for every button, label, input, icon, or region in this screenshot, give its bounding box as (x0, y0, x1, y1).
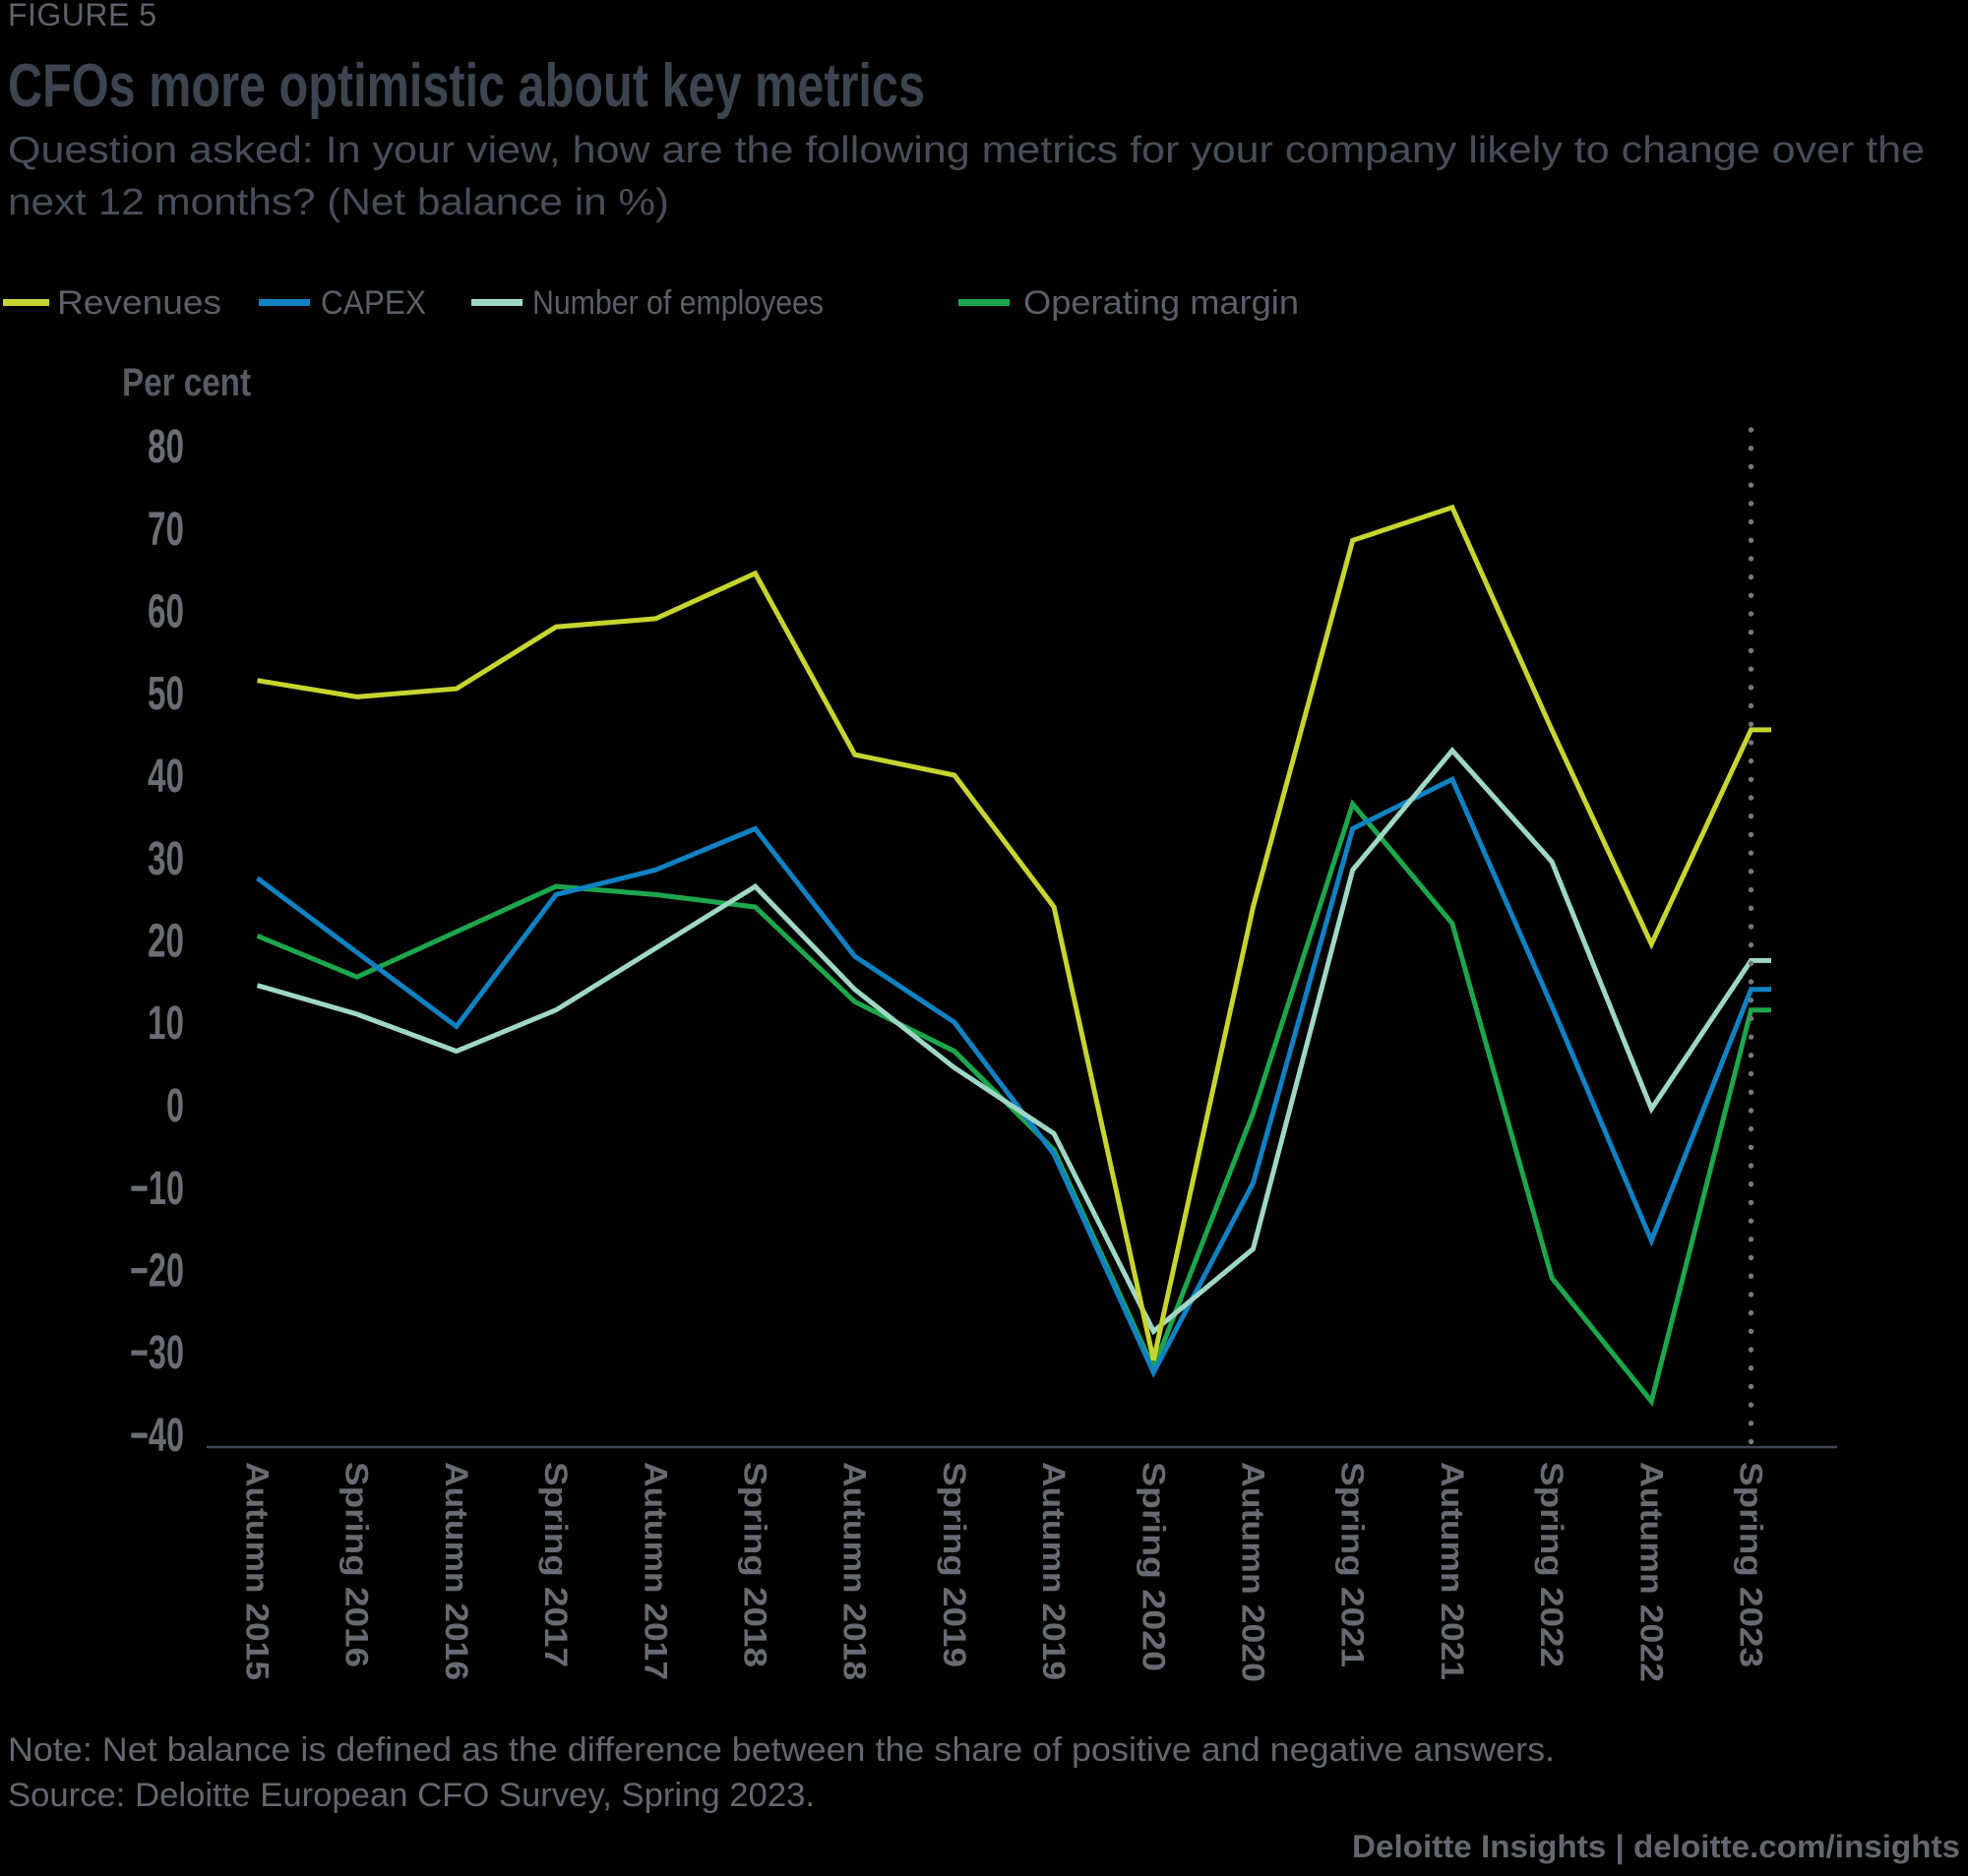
svg-text:next 12 months? (Net balance i: next 12 months? (Net balance in %) (8, 182, 669, 223)
svg-text:0: 0 (166, 1080, 184, 1132)
svg-text:Spring 2018: Spring 2018 (738, 1462, 773, 1667)
svg-text:Source: Deloitte European CFO: Source: Deloitte European CFO Survey, Sp… (8, 1777, 815, 1814)
svg-text:Deloitte Insights | deloitte.c: Deloitte Insights | deloitte.com/insight… (1352, 1829, 1960, 1864)
svg-text:Spring 2021: Spring 2021 (1335, 1462, 1371, 1667)
svg-text:80: 80 (148, 421, 184, 473)
svg-text:Autumn 2022: Autumn 2022 (1633, 1462, 1669, 1682)
svg-text:Autumn 2021: Autumn 2021 (1435, 1462, 1470, 1680)
svg-text:Spring 2016: Spring 2016 (339, 1462, 375, 1667)
svg-text:CFOs more optimistic about key: CFOs more optimistic about key metrics (8, 52, 925, 120)
svg-text:Note: Net balance is defined a: Note: Net balance is defined as the diff… (8, 1731, 1555, 1769)
svg-text:40: 40 (148, 751, 184, 803)
svg-text:Spring 2019: Spring 2019 (937, 1462, 972, 1667)
svg-text:Autumn 2020: Autumn 2020 (1236, 1462, 1271, 1682)
svg-text:−10: −10 (130, 1163, 184, 1215)
svg-text:Operating margin: Operating margin (1023, 284, 1299, 322)
svg-text:50: 50 (148, 668, 184, 720)
svg-text:10: 10 (148, 998, 184, 1050)
svg-text:Spring 2022: Spring 2022 (1534, 1462, 1569, 1667)
svg-text:−30: −30 (130, 1327, 184, 1379)
svg-text:Spring 2023: Spring 2023 (1734, 1462, 1769, 1667)
svg-text:Autumn 2018: Autumn 2018 (837, 1462, 873, 1680)
svg-text:−40: −40 (130, 1410, 184, 1462)
svg-text:Autumn 2017: Autumn 2017 (638, 1462, 673, 1680)
svg-text:Revenues: Revenues (57, 284, 221, 322)
svg-text:Question asked: In your view,: Question asked: In your view, how are th… (8, 130, 1925, 171)
svg-text:60: 60 (148, 586, 184, 638)
svg-text:70: 70 (148, 504, 184, 556)
svg-text:20: 20 (148, 916, 184, 968)
svg-text:Autumn 2016: Autumn 2016 (439, 1462, 474, 1680)
svg-text:Autumn 2019: Autumn 2019 (1036, 1462, 1072, 1680)
svg-text:FIGURE 5: FIGURE 5 (8, 0, 156, 32)
svg-text:30: 30 (148, 833, 184, 885)
svg-text:Spring 2020: Spring 2020 (1136, 1462, 1171, 1671)
svg-text:CAPEX: CAPEX (321, 284, 426, 322)
svg-text:Autumn 2015: Autumn 2015 (240, 1462, 276, 1680)
svg-text:Number of employees: Number of employees (532, 284, 824, 322)
svg-text:Spring 2017: Spring 2017 (538, 1462, 574, 1667)
svg-text:−20: −20 (130, 1245, 184, 1298)
svg-text:Per cent: Per cent (122, 361, 251, 404)
